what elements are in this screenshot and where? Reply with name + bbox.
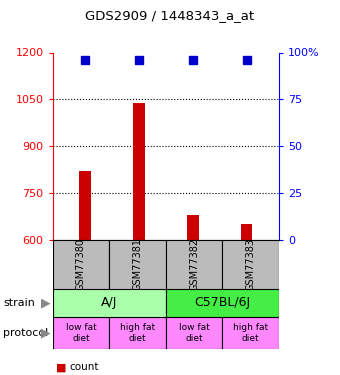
Text: GSM77381: GSM77381: [133, 238, 142, 291]
Bar: [166, 289, 279, 317]
Bar: [222, 317, 279, 349]
Bar: [166, 317, 222, 349]
Text: A/J: A/J: [101, 296, 117, 309]
Text: protocol: protocol: [3, 328, 49, 338]
Text: high fat
diet: high fat diet: [233, 323, 268, 342]
Bar: [222, 240, 279, 289]
Text: low fat
diet: low fat diet: [178, 323, 209, 342]
Text: GDS2909 / 1448343_a_at: GDS2909 / 1448343_a_at: [85, 9, 255, 22]
Bar: [53, 317, 109, 349]
Text: low fat
diet: low fat diet: [66, 323, 96, 342]
Text: ▶: ▶: [41, 326, 51, 339]
Bar: [166, 240, 222, 289]
Text: ■: ■: [56, 363, 67, 372]
Text: high fat
diet: high fat diet: [120, 323, 155, 342]
Text: GSM77380: GSM77380: [76, 238, 86, 291]
Text: strain: strain: [3, 298, 35, 308]
Text: GSM77382: GSM77382: [189, 238, 199, 291]
Bar: [109, 317, 166, 349]
Text: count: count: [70, 363, 99, 372]
Bar: [133, 102, 145, 240]
Bar: [109, 240, 166, 289]
Bar: [241, 224, 252, 240]
Text: GSM77383: GSM77383: [245, 238, 256, 291]
Bar: [79, 171, 91, 240]
Text: C57BL/6J: C57BL/6J: [194, 296, 250, 309]
Bar: [53, 289, 166, 317]
Text: ▶: ▶: [41, 296, 51, 309]
Bar: [53, 240, 109, 289]
Bar: [187, 215, 199, 240]
